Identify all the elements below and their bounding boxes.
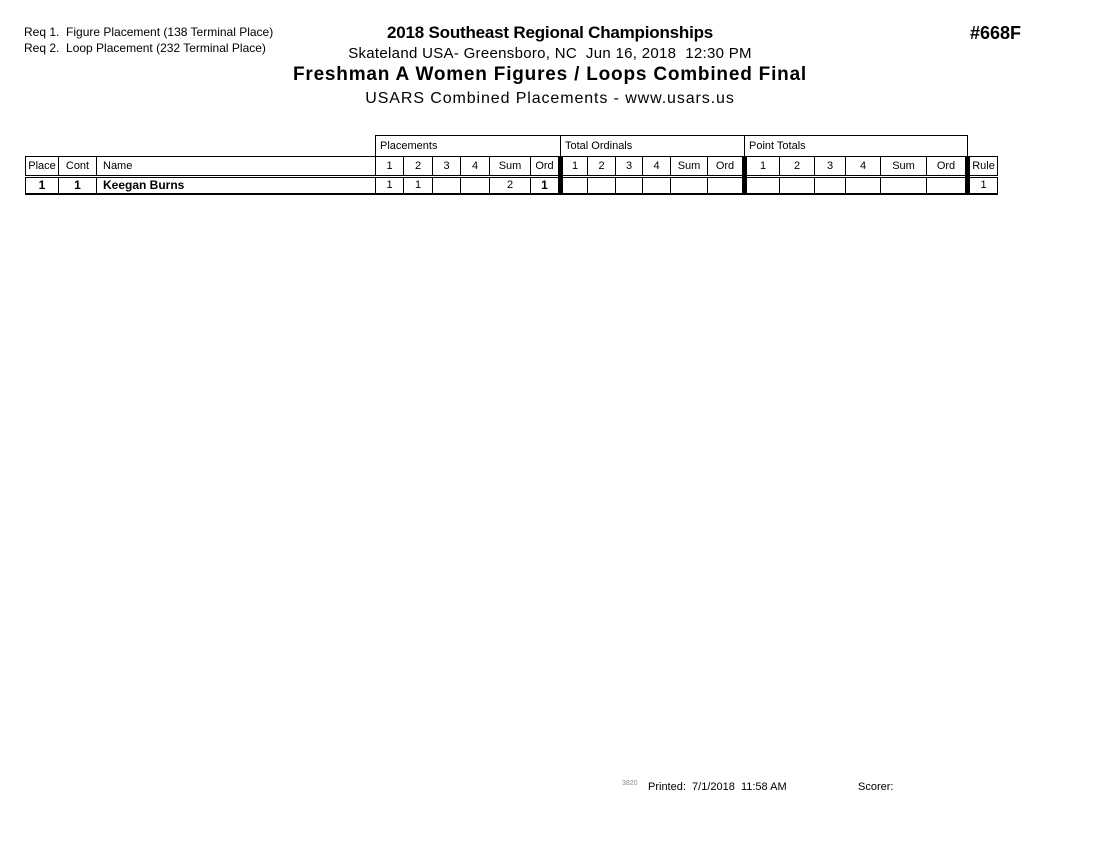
cell-placement: 1 [403, 176, 433, 195]
cell-placement [432, 176, 461, 195]
cell-points [742, 176, 780, 195]
ordinals-subcol-header: 1 [558, 156, 588, 178]
cell-ordinal [615, 176, 643, 195]
col-header-place: Place [25, 156, 59, 178]
col-header-cont: Cont [58, 156, 97, 178]
cell-placement-sum: 2 [489, 176, 531, 195]
cell-placement-ord: 1 [530, 176, 561, 195]
championship-title: 2018 Southeast Regional Championships [386, 23, 714, 42]
event-title: Freshman A Women Figures / Loops Combine… [292, 64, 808, 85]
group-spacer-left [26, 136, 376, 157]
group-total-ordinals: Total Ordinals [560, 135, 745, 157]
cell-ordinal [558, 176, 588, 195]
placements-subcol-header: Sum [489, 156, 531, 178]
cell-rule: 1 [965, 176, 998, 195]
placements-subcol-header: 2 [403, 156, 433, 178]
placements-subcol-header: 4 [460, 156, 490, 178]
placements-subcol-header: 1 [375, 156, 404, 178]
cell-ordinal [642, 176, 671, 195]
placements-subcol-header: 3 [432, 156, 461, 178]
ordinals-subcol-header: Sum [670, 156, 708, 178]
cell-place: 1 [25, 176, 59, 195]
report-code: 3820 [622, 780, 638, 787]
points-subcol-header: Sum [880, 156, 927, 178]
cell-ordinal-sum [670, 176, 708, 195]
tagline: USARS Combined Placements - www.usars.us [365, 90, 735, 107]
cell-skater-name: Keegan Burns [96, 176, 376, 195]
result-row: 1 1 Keegan Burns 1 1 2 1 1 [25, 176, 998, 195]
cell-points [779, 176, 815, 195]
req-line-1: Req 1. Figure Placement (138 Terminal Pl… [24, 25, 274, 39]
cell-ordinal [587, 176, 616, 195]
req-line-2: Req 2. Loop Placement (232 Terminal Plac… [24, 41, 266, 55]
results-table: Placements Total Ordinals Point Totals P… [25, 135, 998, 195]
cell-points [814, 176, 846, 195]
points-subcol-header: Ord [926, 156, 968, 178]
cell-placement [460, 176, 490, 195]
cell-ordinal-ord [707, 176, 745, 195]
group-header-row: Placements Total Ordinals Point Totals [26, 135, 998, 157]
ordinals-subcol-header: 4 [642, 156, 671, 178]
column-header-row: Place Cont Name 1 2 3 4 Sum Ord 1 2 3 4 … [25, 156, 998, 178]
ordinals-subcol-header: Ord [707, 156, 745, 178]
requirements-block: Req 1. Figure Placement (138 Terminal Pl… [24, 24, 273, 56]
col-header-rule: Rule [965, 156, 998, 178]
cell-points-sum [880, 176, 927, 195]
points-subcol-header: 1 [742, 156, 780, 178]
cell-points [845, 176, 881, 195]
scorer-label: Scorer: [858, 781, 894, 793]
venue-date-line: Skateland USA- Greensboro, NC Jun 16, 20… [348, 45, 752, 62]
ordinals-subcol-header: 3 [615, 156, 643, 178]
points-subcol-header: 4 [845, 156, 881, 178]
event-number: #668F [969, 23, 1021, 43]
placements-subcol-header: Ord [530, 156, 561, 178]
group-placements: Placements [375, 135, 561, 157]
ordinals-subcol-header: 2 [587, 156, 616, 178]
points-subcol-header: 2 [779, 156, 815, 178]
cell-cont: 1 [58, 176, 97, 195]
group-point-totals: Point Totals [744, 135, 968, 157]
col-header-name: Name [96, 156, 376, 178]
cell-points-ord [926, 176, 968, 195]
printed-timestamp: Printed: 7/1/2018 11:58 AM [648, 781, 787, 793]
cell-placement: 1 [375, 176, 404, 195]
points-subcol-header: 3 [814, 156, 846, 178]
group-spacer-right [968, 136, 998, 157]
